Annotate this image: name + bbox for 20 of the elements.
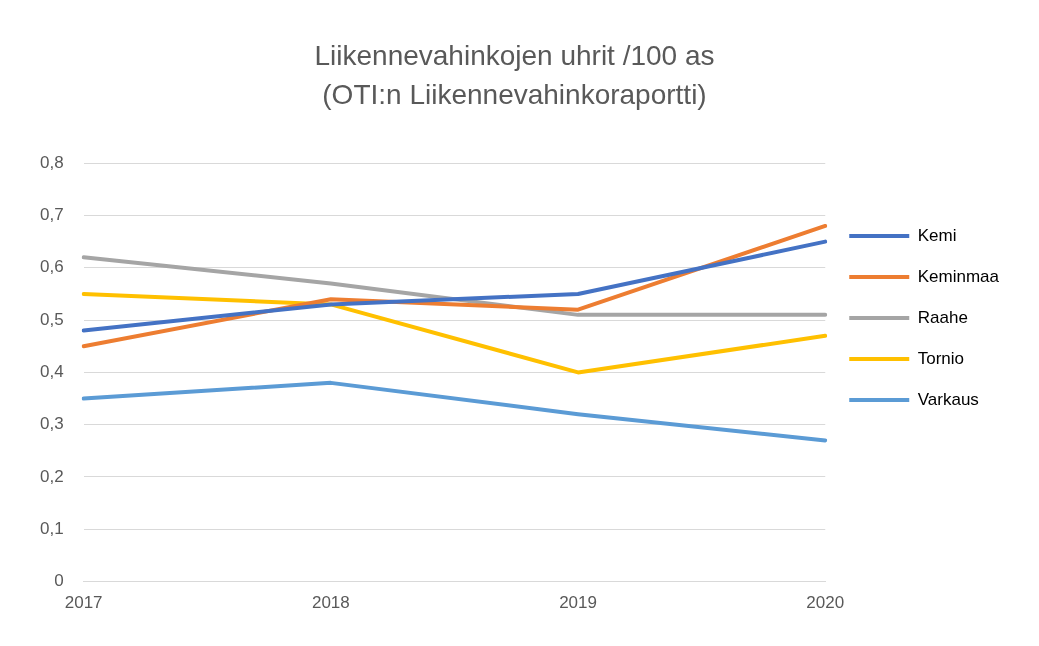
legend-label: Raahe <box>917 307 968 327</box>
y-tick-label: 0,5 <box>39 309 64 329</box>
legend-label: Keminmaa <box>917 266 1000 286</box>
x-tick-label: 2019 <box>559 593 597 613</box>
x-tick-label: 2017 <box>64 593 103 613</box>
legend-label: Kemi <box>917 225 957 245</box>
chart-title: Liikennevahinkojen uhrit /100 as <box>314 39 715 71</box>
y-tick-label: 0 <box>54 571 64 591</box>
x-tick-label: 2018 <box>311 593 350 613</box>
y-tick-label: 0,1 <box>39 518 64 538</box>
legend-label: Varkaus <box>917 389 979 409</box>
y-tick-label: 0,6 <box>39 257 64 277</box>
y-tick-label: 0,8 <box>39 152 64 172</box>
y-tick-label: 0,7 <box>39 205 64 225</box>
x-tick-label: 2020 <box>806 593 845 613</box>
y-tick-label: 0,2 <box>39 466 64 486</box>
chart-subtitle: (OTI:n Liikennevahinkoraportti) <box>322 79 707 111</box>
legend-label: Tornio <box>917 348 965 368</box>
y-tick-label: 0,4 <box>39 362 64 382</box>
y-tick-label: 0,3 <box>39 414 64 434</box>
